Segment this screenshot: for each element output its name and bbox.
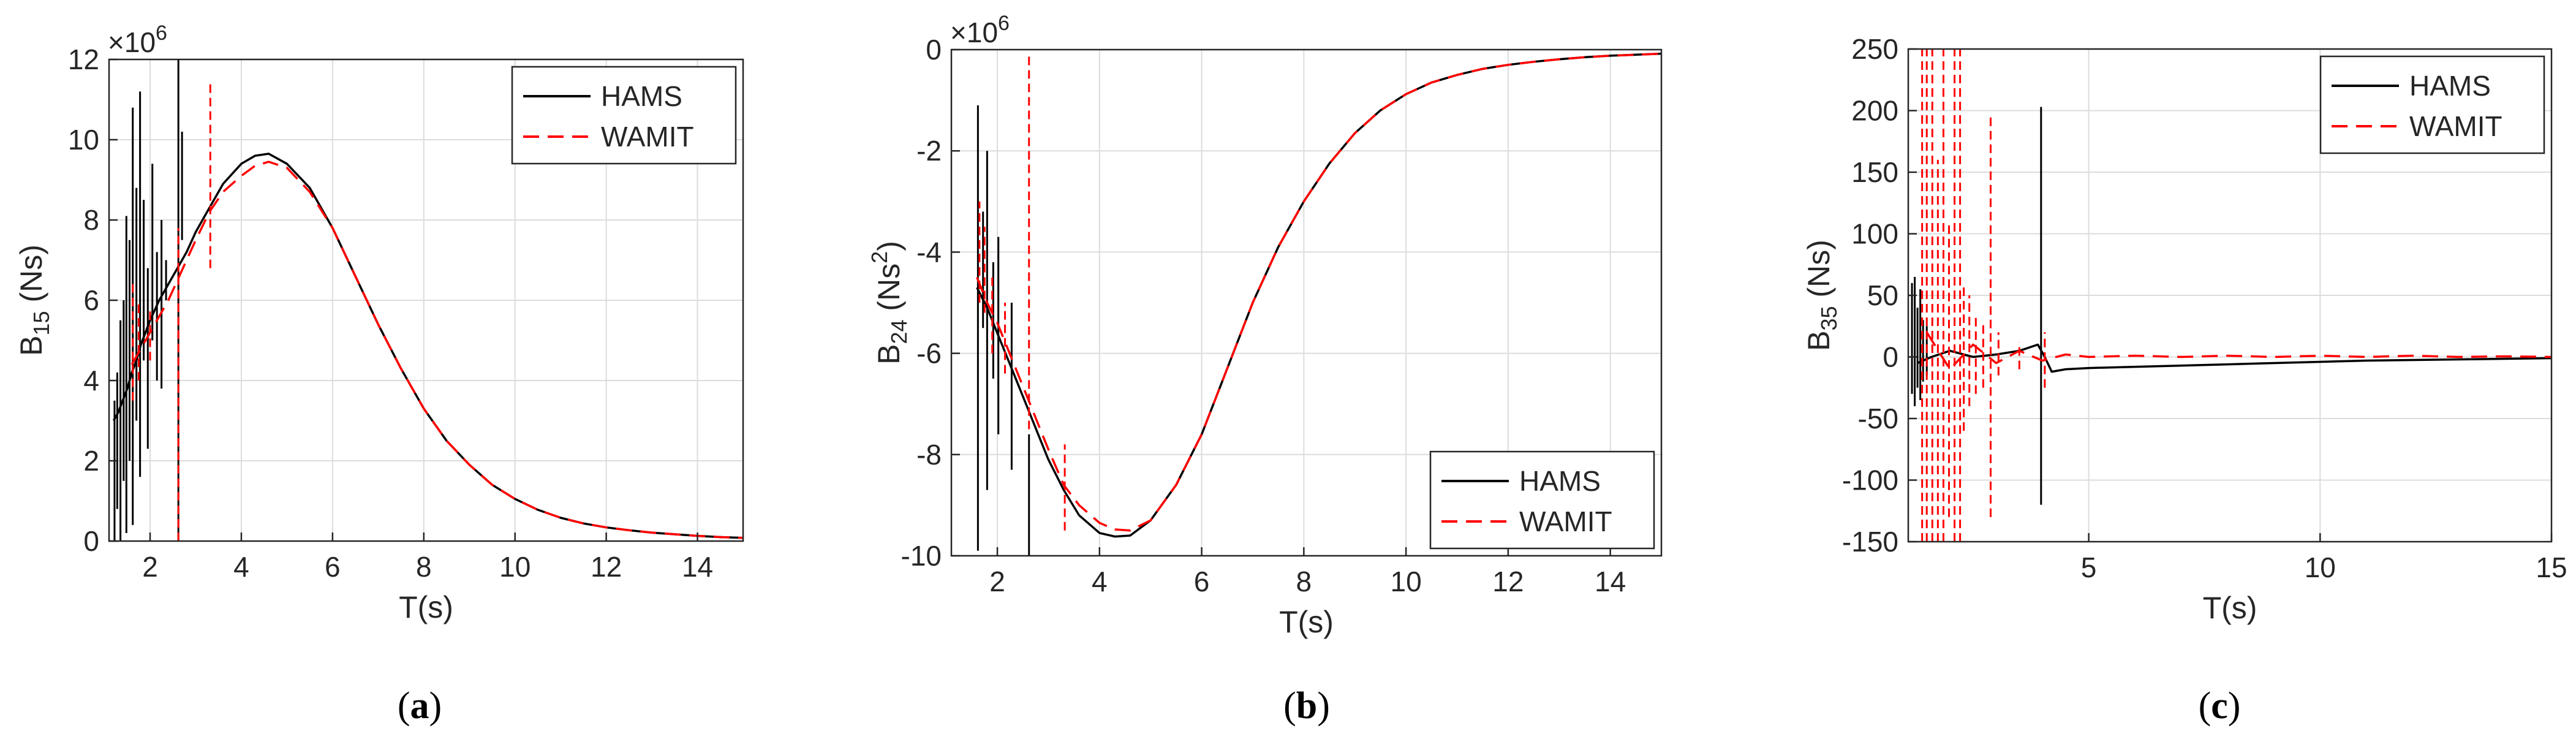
x-tick-label: 15 bbox=[2536, 551, 2567, 583]
caption-part: ( bbox=[398, 685, 410, 727]
y-tick-label: 0 bbox=[926, 34, 942, 66]
y-label-unit: (Ns bbox=[872, 263, 906, 320]
x-tick-label: 14 bbox=[1595, 566, 1626, 597]
y-tick-label: 0 bbox=[1883, 341, 1898, 373]
x-tick-label: 4 bbox=[233, 551, 249, 583]
series-line-hams bbox=[1917, 343, 2551, 373]
series-line-wamit bbox=[1925, 332, 2551, 371]
axis-multiplier: ×106 bbox=[108, 21, 167, 58]
y-label-subscript: 35 bbox=[1816, 306, 1841, 330]
caption-part: ) bbox=[1317, 685, 1330, 727]
y-axis-label: B15 (Ns) bbox=[14, 244, 54, 356]
y-tick-label: 8 bbox=[83, 204, 99, 236]
y-axis-label: B35 (Ns) bbox=[1802, 240, 1841, 351]
x-tick-label: 8 bbox=[1296, 566, 1312, 597]
legend-box bbox=[1429, 450, 1655, 550]
axis-multiplier-exponent: 6 bbox=[998, 12, 1010, 35]
legend-label-wamit: WAMIT bbox=[601, 121, 694, 153]
y-tick-label: -10 bbox=[901, 540, 942, 572]
x-axis-label: T(s) bbox=[399, 590, 453, 624]
y-label-unit: (Ns) bbox=[1802, 240, 1836, 306]
x-tick-label: 8 bbox=[416, 551, 432, 583]
x-tick-label: 4 bbox=[1092, 566, 1108, 597]
y-tick-label: 10 bbox=[68, 124, 99, 156]
series-line-wamit bbox=[130, 161, 743, 539]
series-group bbox=[976, 52, 1661, 556]
x-tick-label: 12 bbox=[591, 551, 622, 583]
y-tick-label: 4 bbox=[83, 365, 99, 396]
y-tick-label: 250 bbox=[1851, 33, 1898, 65]
legend: HAMS WAMIT bbox=[2319, 55, 2545, 154]
caption-part: b bbox=[1296, 685, 1317, 727]
y-tick-label: -2 bbox=[916, 135, 942, 167]
y-label-superscript: 2 bbox=[867, 251, 892, 263]
y-tick-label: 2 bbox=[83, 445, 99, 477]
x-tick-label: 10 bbox=[499, 551, 531, 583]
caption-part: ( bbox=[2199, 685, 2212, 727]
y-tick-label: -50 bbox=[1858, 403, 1898, 434]
y-tick-label: 50 bbox=[1867, 279, 1898, 311]
y-tick-label: 100 bbox=[1851, 218, 1898, 250]
y-tick-label: -8 bbox=[916, 439, 942, 471]
axis-multiplier: ×106 bbox=[950, 12, 1010, 48]
y-tick-label: -4 bbox=[916, 236, 942, 268]
caption-part: ( bbox=[1283, 685, 1296, 727]
caption-part: ) bbox=[429, 685, 442, 727]
y-tick-label: -6 bbox=[916, 338, 942, 370]
x-tick-label: 2 bbox=[989, 566, 1005, 597]
x-axis-label: T(s) bbox=[2203, 591, 2257, 625]
panel-caption: (a) bbox=[398, 685, 442, 727]
series-line-wamit bbox=[976, 52, 1661, 532]
x-tick-label: 10 bbox=[2305, 551, 2336, 583]
y-tick-label: 0 bbox=[83, 525, 99, 557]
y-label-symbol: B bbox=[872, 344, 906, 365]
y-tick-label: 200 bbox=[1851, 95, 1898, 127]
x-tick-label: 5 bbox=[2081, 551, 2097, 583]
y-tick-label: -150 bbox=[1842, 526, 1898, 558]
y-tick-label: 6 bbox=[83, 284, 99, 316]
x-tick-label: 12 bbox=[1492, 566, 1524, 597]
legend-label-wamit: WAMIT bbox=[2409, 110, 2502, 142]
chart-panel-a: 2 4 6 8 10 12 14 0 2 4 6 8 10 12 ×106 T(s) B15 (Ns) HAMS W… bbox=[14, 21, 744, 727]
y-label-symbol: B bbox=[1802, 331, 1836, 351]
x-tick-label: 6 bbox=[1194, 566, 1210, 597]
x-tick-label: 14 bbox=[682, 551, 713, 583]
caption-part: a bbox=[410, 685, 429, 727]
legend-box bbox=[2319, 55, 2545, 154]
x-tick-label: 2 bbox=[142, 551, 158, 583]
legend: HAMS WAMIT bbox=[511, 66, 737, 165]
y-label-subscript: 24 bbox=[886, 319, 912, 344]
legend: HAMS WAMIT bbox=[1429, 450, 1655, 550]
x-tick-label: 6 bbox=[325, 551, 341, 583]
legend-label-hams: HAMS bbox=[1519, 465, 1601, 497]
series-group bbox=[112, 59, 743, 541]
legend-box bbox=[511, 66, 737, 165]
y-tick-label: 12 bbox=[68, 44, 99, 75]
legend-label-hams: HAMS bbox=[2409, 70, 2491, 102]
caption-part: c bbox=[2211, 685, 2228, 727]
legend-label-wamit: WAMIT bbox=[1519, 506, 1612, 537]
axis-multiplier-exponent: 6 bbox=[156, 21, 167, 45]
axes-box bbox=[950, 48, 1663, 557]
y-axis-label: B24 (Ns2) bbox=[867, 241, 912, 365]
x-axis-label: T(s) bbox=[1279, 605, 1334, 639]
y-label-unit-tail: ) bbox=[872, 241, 906, 251]
y-label-subscript: 15 bbox=[29, 311, 54, 335]
legend-label-hams: HAMS bbox=[601, 80, 682, 112]
x-tick-label: 10 bbox=[1391, 566, 1422, 597]
y-label-symbol: B bbox=[14, 336, 48, 356]
chart-panel-c: 5 10 15 -150 -100 -50 0 50 100 150 200 250 T(s) B35 (… bbox=[1802, 33, 2567, 727]
panel-caption: (b) bbox=[1283, 685, 1330, 727]
panel-caption: (c) bbox=[2199, 685, 2241, 727]
y-tick-label: -100 bbox=[1842, 464, 1898, 496]
y-label-unit: (Ns) bbox=[14, 244, 48, 311]
series-group bbox=[1911, 49, 2551, 542]
y-tick-label: 150 bbox=[1851, 156, 1898, 188]
caption-part: ) bbox=[2228, 685, 2241, 727]
